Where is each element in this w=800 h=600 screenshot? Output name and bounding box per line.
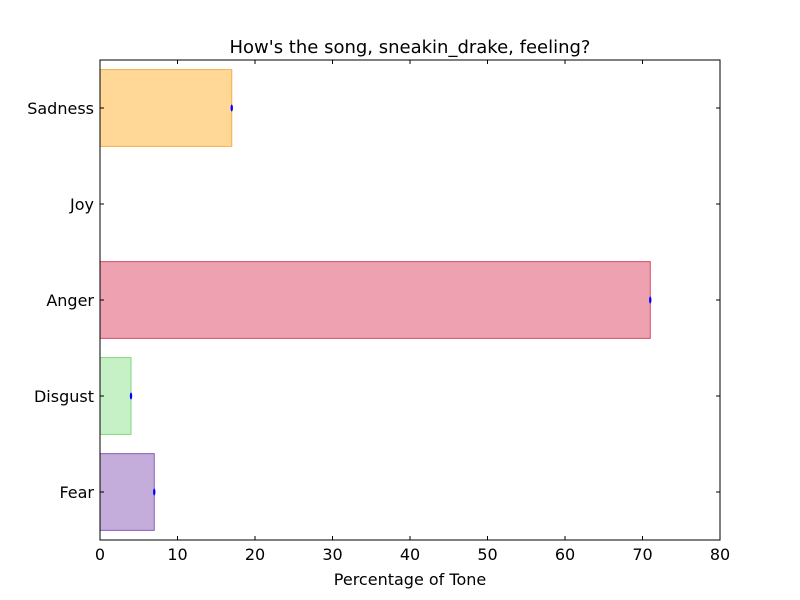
y-tick-label-joy: Joy [69,195,94,214]
bar-anger [100,262,650,339]
y-tick-label-sadness: Sadness [27,99,94,118]
x-tick-label-80: 80 [710,545,730,564]
x-tick-label-0: 0 [95,545,105,564]
y-tick-label-disgust: Disgust [34,387,94,406]
bar-marker-disgust [130,393,132,400]
y-tick-label-fear: Fear [59,483,94,502]
x-tick-label-60: 60 [555,545,575,564]
bar-marker-fear [153,489,155,496]
x-tick-label-50: 50 [477,545,497,564]
bar-fear [100,454,154,531]
bar-marker-sadness [231,105,233,112]
chart-title: How's the song, sneakin_drake, feeling? [229,37,590,58]
x-tick-label-70: 70 [632,545,652,564]
x-tick-label-30: 30 [322,545,342,564]
bar-sadness [100,70,232,147]
bar-disgust [100,358,131,435]
x-axis-label: Percentage of Tone [334,570,486,589]
y-tick-label-anger: Anger [46,291,94,310]
x-tick-label-10: 10 [167,545,187,564]
bar-marker-anger [649,297,651,304]
x-tick-label-20: 20 [245,545,265,564]
bars-group [100,70,651,531]
x-tick-label-40: 40 [400,545,420,564]
